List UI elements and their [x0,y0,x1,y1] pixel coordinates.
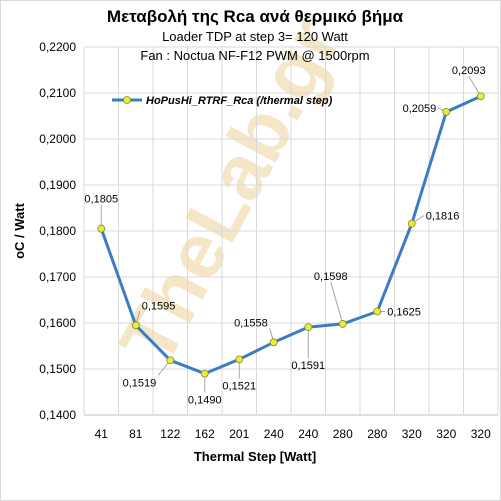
x-tick-label: 81 [129,427,143,441]
data-label: 0,2059 [403,103,437,115]
data-label: 0,1805 [84,194,118,206]
legend-marker [123,96,131,104]
legend-label: HoPusHi_RTRF_Rca (/thermal step) [146,95,333,107]
series-line [99,94,482,376]
y-tick-label: 0,2000 [39,132,76,146]
y-tick-label: 0,1800 [39,224,76,238]
chart-title: Μεταβολή της Rca ανά θερμικό βήμα [107,7,404,26]
x-tick-label: 320 [436,427,456,441]
data-point [304,323,313,332]
x-tick-label: 240 [264,427,284,441]
data-point [200,369,209,378]
y-tick-label: 0,1900 [39,178,76,192]
data-label: 0,1816 [426,211,460,223]
data-point [476,92,485,101]
series-group [97,92,485,378]
data-point [269,338,278,347]
data-label: 0,1521 [222,380,256,392]
data-point [131,321,140,330]
y-tick-label: 0,2200 [39,40,76,54]
x-tick-label: 240 [298,427,318,441]
y-tick-label: 0,2100 [39,86,76,100]
data-label: 0,2093 [452,65,486,77]
data-label: 0,1519 [123,377,157,389]
x-axis-title: Thermal Step [Watt] [194,449,316,464]
data-label: 0,1598 [314,271,348,283]
label-leader-line [330,281,344,325]
x-tick-label: 122 [160,427,180,441]
data-point [373,307,382,316]
data-point [338,320,347,328]
x-tick-label: 162 [195,427,215,441]
x-tick-label: 41 [95,427,109,441]
data-point [235,355,244,364]
grid [83,46,499,416]
x-tick-label: 280 [333,427,353,441]
data-point [166,356,175,365]
y-tick-label: 0,1400 [39,408,76,422]
data-point [407,219,416,228]
data-label: 0,1625 [387,307,421,319]
x-tick-label: 280 [367,427,387,441]
x-tick-labels: 41 81 122 162 201 240 240 280 280 320 320 320 [95,427,492,441]
x-tick-label: 201 [229,427,249,441]
x-tick-label: 320 [471,427,491,441]
y-tick-labels: 0,1400 0,1500 0,1600 0,1700 0,1800 0,1900 0,20… [39,40,76,422]
y-tick-label: 0,1500 [39,362,76,376]
chart-subtitle-line-2: Fan : Noctua NF-F12 PWM @ 1500rpm [140,48,369,63]
data-label: 0,1490 [188,395,222,407]
data-label: 0,1595 [142,300,176,312]
data-point [97,224,106,233]
x-tick-label: 320 [402,427,422,441]
data-point [442,107,451,116]
y-tick-label: 0,1600 [39,316,76,330]
y-tick-label: 0,1700 [39,270,76,284]
y-axis-title: oC / Watt [12,202,27,259]
chart-subtitle-line-1: Loader TDP at step 3= 120 Watt [162,29,348,44]
legend: HoPusHi_RTRF_Rca (/thermal step) [112,95,333,107]
data-label: 0,1558 [234,317,268,329]
data-label: 0,1591 [291,360,325,372]
